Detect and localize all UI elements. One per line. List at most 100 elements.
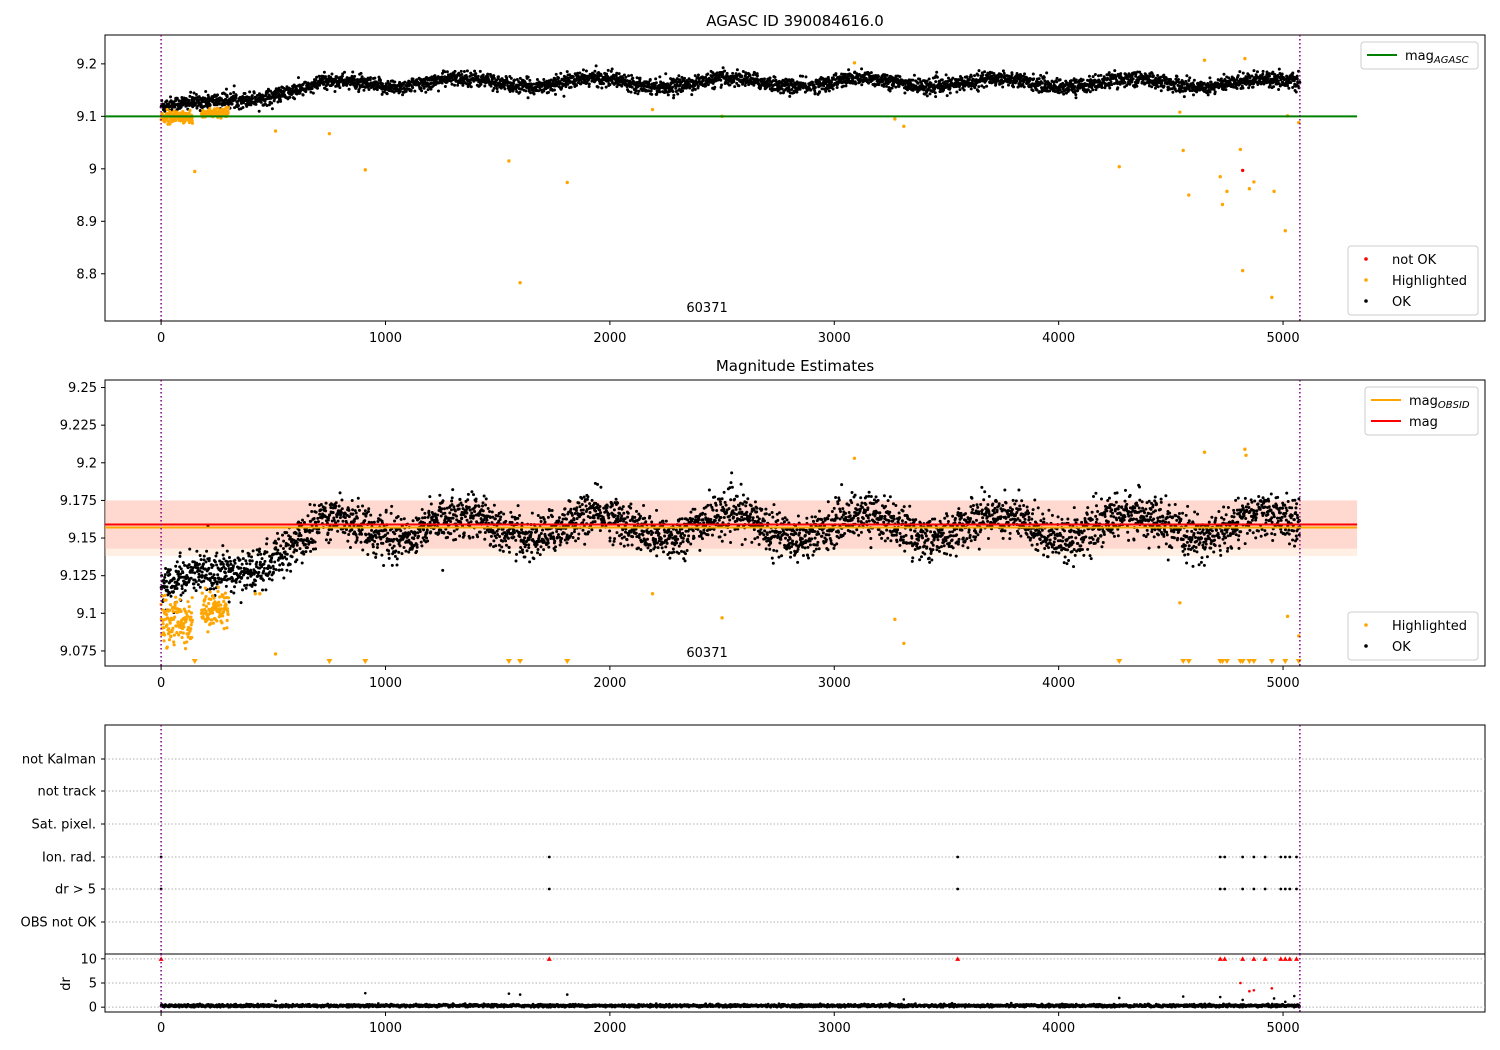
data-point-highlighted [1238, 147, 1243, 152]
data-point-ok [725, 71, 729, 75]
data-point-ok [834, 72, 838, 76]
data-point-ok [208, 103, 212, 107]
data-point-ok [266, 567, 270, 571]
data-point-ok [238, 580, 242, 584]
data-point-ok [1022, 85, 1026, 89]
data-point-ok [511, 89, 515, 93]
data-point-ok [212, 573, 216, 577]
data-point-ok [243, 92, 247, 96]
data-point-ok [362, 88, 366, 92]
data-point-ok [1251, 85, 1255, 89]
data-point-ok [1150, 85, 1154, 89]
data-point-ok [286, 543, 290, 547]
data-point-not-ok [1240, 168, 1245, 173]
data-point-ok [427, 82, 431, 86]
data-point-ok [201, 562, 205, 566]
data-point-ok [885, 73, 889, 77]
data-point-ok [231, 94, 235, 98]
data-point-ok [413, 89, 417, 93]
data-point-ok [1277, 88, 1281, 92]
data-point-ok [1032, 77, 1036, 81]
data-point-ok [294, 531, 298, 535]
data-point-ok [205, 549, 209, 553]
data-point-ok [295, 558, 299, 562]
data-point-ok [268, 570, 272, 574]
data-point-ok [1236, 74, 1240, 78]
data-point-ok [809, 88, 813, 92]
data-point-ok [179, 567, 183, 571]
data-point-ok [1110, 83, 1114, 87]
data-point-ok [215, 551, 219, 555]
data-point-ok [557, 76, 561, 80]
data-point-ok [1276, 79, 1280, 83]
data-point-ok [469, 85, 473, 89]
data-point-ok [276, 100, 280, 104]
data-point-ok [209, 572, 213, 576]
data-point-ok [322, 70, 326, 74]
data-point-ok [183, 589, 187, 593]
data-point-ok [174, 564, 178, 568]
data-point-highlighted [650, 107, 655, 112]
data-point-ok [311, 91, 315, 95]
data-point-ok [546, 90, 550, 94]
data-point-ok [256, 553, 260, 557]
data-point-ok [720, 83, 724, 87]
data-point-ok [301, 93, 305, 97]
data-point-ok [195, 106, 199, 110]
data-point-ok [179, 593, 183, 597]
data-point-ok [259, 574, 263, 578]
data-point-ok [175, 96, 179, 100]
data-point-ok [231, 564, 235, 568]
data-point-ok [440, 71, 444, 75]
data-point-ok [234, 93, 238, 97]
data-point-ok [261, 578, 265, 582]
data-point-ok [779, 91, 783, 95]
data-point-ok [385, 92, 389, 96]
data-point-ok [955, 90, 959, 94]
data-point-ok [655, 92, 659, 96]
data-point-ok [542, 77, 546, 81]
data-point-ok [239, 566, 243, 570]
data-point-ok [177, 570, 181, 574]
data-point-ok [468, 81, 472, 85]
data-point-ok [677, 74, 681, 78]
data-point-ok [263, 559, 267, 563]
data-point-ok [263, 566, 267, 570]
data-point-ok [204, 90, 208, 94]
data-point-ok [265, 550, 269, 554]
data-point-ok [554, 72, 558, 76]
data-point-ok [308, 502, 312, 506]
data-point-ok [258, 547, 262, 551]
data-point-ok [325, 88, 329, 92]
data-point-ok [461, 83, 465, 87]
data-point-ok [343, 70, 347, 74]
data-point-ok [285, 531, 289, 535]
data-point-highlighted [1283, 229, 1287, 233]
data-point-ok [246, 576, 250, 580]
data-point-ok [676, 92, 680, 96]
data-point-ok [1073, 85, 1077, 89]
plot-frame [104, 34, 1486, 322]
data-point-ok [187, 98, 191, 102]
data-point-ok [285, 568, 289, 572]
data-point-ok [1057, 91, 1061, 95]
data-point-ok [191, 105, 195, 109]
data-point-ok [1067, 88, 1071, 92]
x-tick-label: 4000 [1042, 331, 1075, 346]
data-point-ok [250, 559, 254, 563]
data-point-ok [1062, 92, 1066, 96]
data-point-ok [314, 520, 318, 524]
data-point-ok [528, 78, 532, 82]
data-point-ok [314, 547, 318, 551]
data-point-ok [244, 586, 248, 590]
y-tick-label: 9.1 [76, 110, 97, 125]
data-point-ok [189, 90, 193, 94]
data-point-ok [638, 76, 642, 80]
x-tick-label: 0 [157, 331, 165, 346]
data-point-ok [584, 69, 588, 73]
y-tick-label: 9.225 [60, 419, 97, 434]
data-point-highlighted [507, 159, 511, 163]
data-point-ok [795, 90, 799, 94]
data-point-ok [375, 88, 379, 92]
data-point-ok [546, 86, 550, 90]
